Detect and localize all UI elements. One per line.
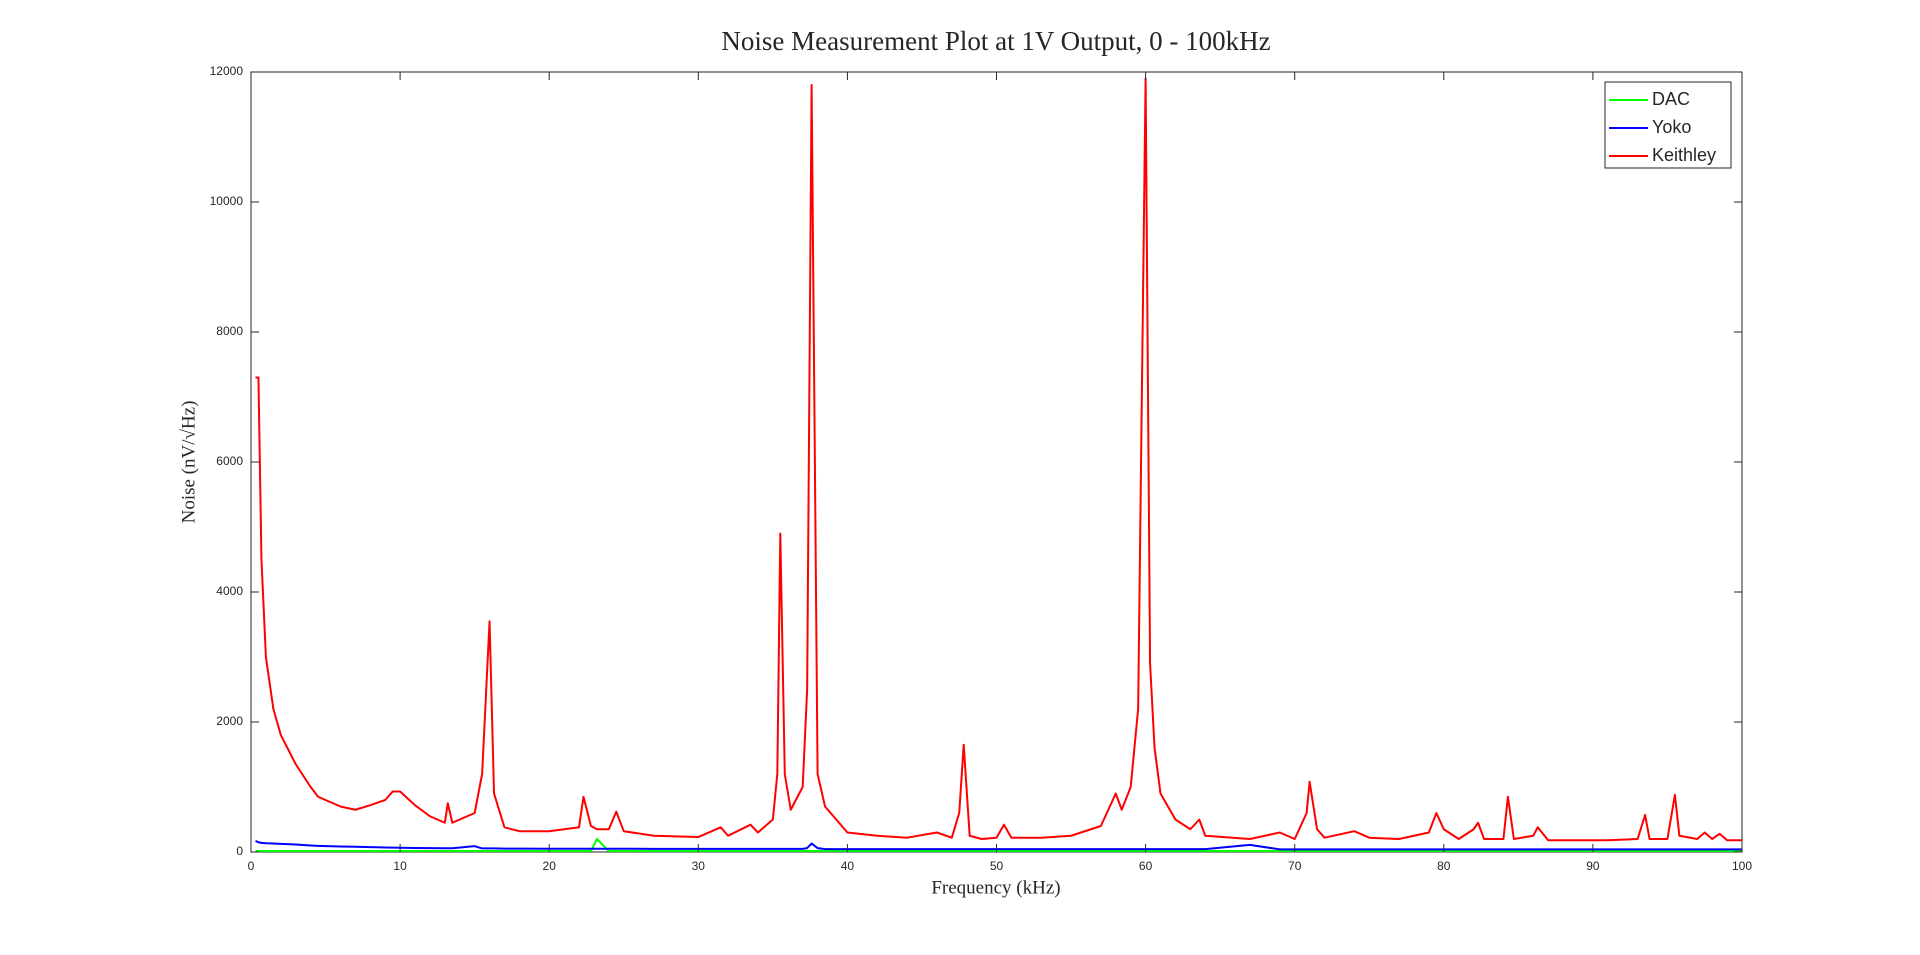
x-tick-label: 70 <box>1288 859 1302 873</box>
legend-label: DAC <box>1652 89 1690 109</box>
x-tick-label: 0 <box>248 859 255 873</box>
series-line <box>255 840 1742 851</box>
chart-title: Noise Measurement Plot at 1V Output, 0 -… <box>721 26 1270 56</box>
x-tick-label: 100 <box>1732 859 1752 873</box>
series-line <box>255 838 1742 853</box>
x-tick-label: 30 <box>692 859 706 873</box>
y-tick-label: 10000 <box>210 194 244 208</box>
y-tick-label: 6000 <box>216 454 243 468</box>
y-tick-label: 0 <box>236 844 243 858</box>
legend-label: Keithley <box>1652 145 1716 165</box>
legend-label: Yoko <box>1652 117 1691 137</box>
x-tick-label: 20 <box>543 859 557 873</box>
x-tick-label: 10 <box>393 859 407 873</box>
series-layer <box>255 77 1742 853</box>
plot-area <box>250 71 1743 853</box>
x-tick-label: 40 <box>841 859 855 873</box>
series-line <box>255 77 1742 842</box>
y-tick-label: 12000 <box>210 64 244 78</box>
y-tick-label: 2000 <box>216 714 243 728</box>
y-tick-label: 8000 <box>216 324 243 338</box>
x-tick-label: 80 <box>1437 859 1451 873</box>
x-axis-label: Frequency (kHz) <box>931 877 1060 898</box>
x-tick-label: 90 <box>1586 859 1600 873</box>
x-tick-label: 60 <box>1139 859 1153 873</box>
y-tick-label: 4000 <box>216 584 243 598</box>
y-axis-label: Noise (nV/√Hz) <box>178 401 199 524</box>
legend-box <box>1604 81 1732 169</box>
x-tick-label: 50 <box>990 859 1004 873</box>
